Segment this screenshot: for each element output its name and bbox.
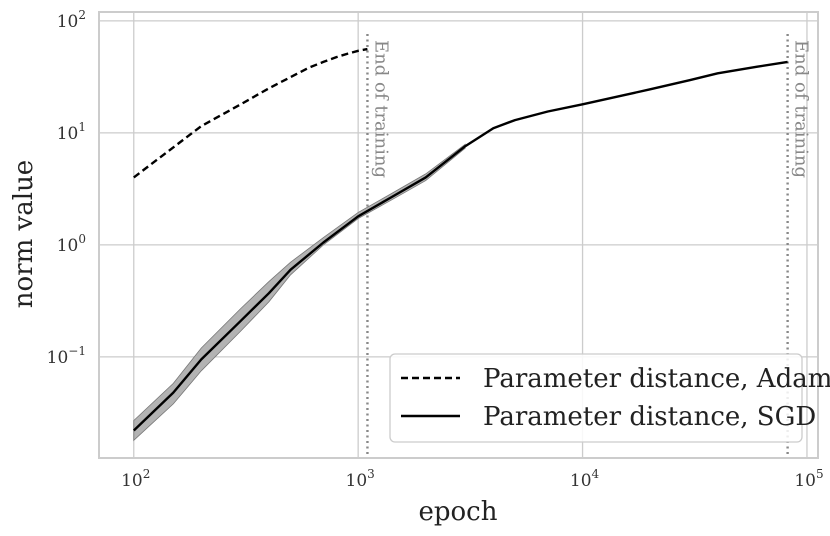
y-tick-label: 100 xyxy=(57,232,86,256)
legend-box xyxy=(389,353,803,443)
x-tick-labels: 102 103 104 105 xyxy=(121,467,823,491)
end-of-training-label: End of training xyxy=(791,40,812,178)
series-lines xyxy=(132,47,788,432)
x-tick-label: 105 xyxy=(794,467,823,491)
adam-line xyxy=(133,47,368,179)
end-of-training-label: End of training xyxy=(370,40,391,178)
plot-frame xyxy=(98,11,819,459)
x-tick-label: 102 xyxy=(121,467,150,491)
annotations: End of training End of training xyxy=(370,40,811,178)
y-tick-label: 10−1 xyxy=(47,344,86,368)
legend-label-sgd: Parameter distance, SGD xyxy=(483,402,816,432)
y-tick-label: 101 xyxy=(57,120,86,144)
legend-label-adam: Parameter distance, Adam xyxy=(483,364,830,394)
y-tick-labels: 10−1 100 101 102 xyxy=(47,8,86,368)
x-axis-label: epoch xyxy=(419,497,498,527)
y-tick-label: 102 xyxy=(57,8,86,32)
legend: Parameter distance, Adam Parameter distan… xyxy=(389,353,830,443)
sgd-line xyxy=(132,60,788,432)
x-tick-label: 103 xyxy=(346,467,375,491)
y-axis-label: norm value xyxy=(9,160,39,308)
x-tick-label: 104 xyxy=(570,467,600,491)
